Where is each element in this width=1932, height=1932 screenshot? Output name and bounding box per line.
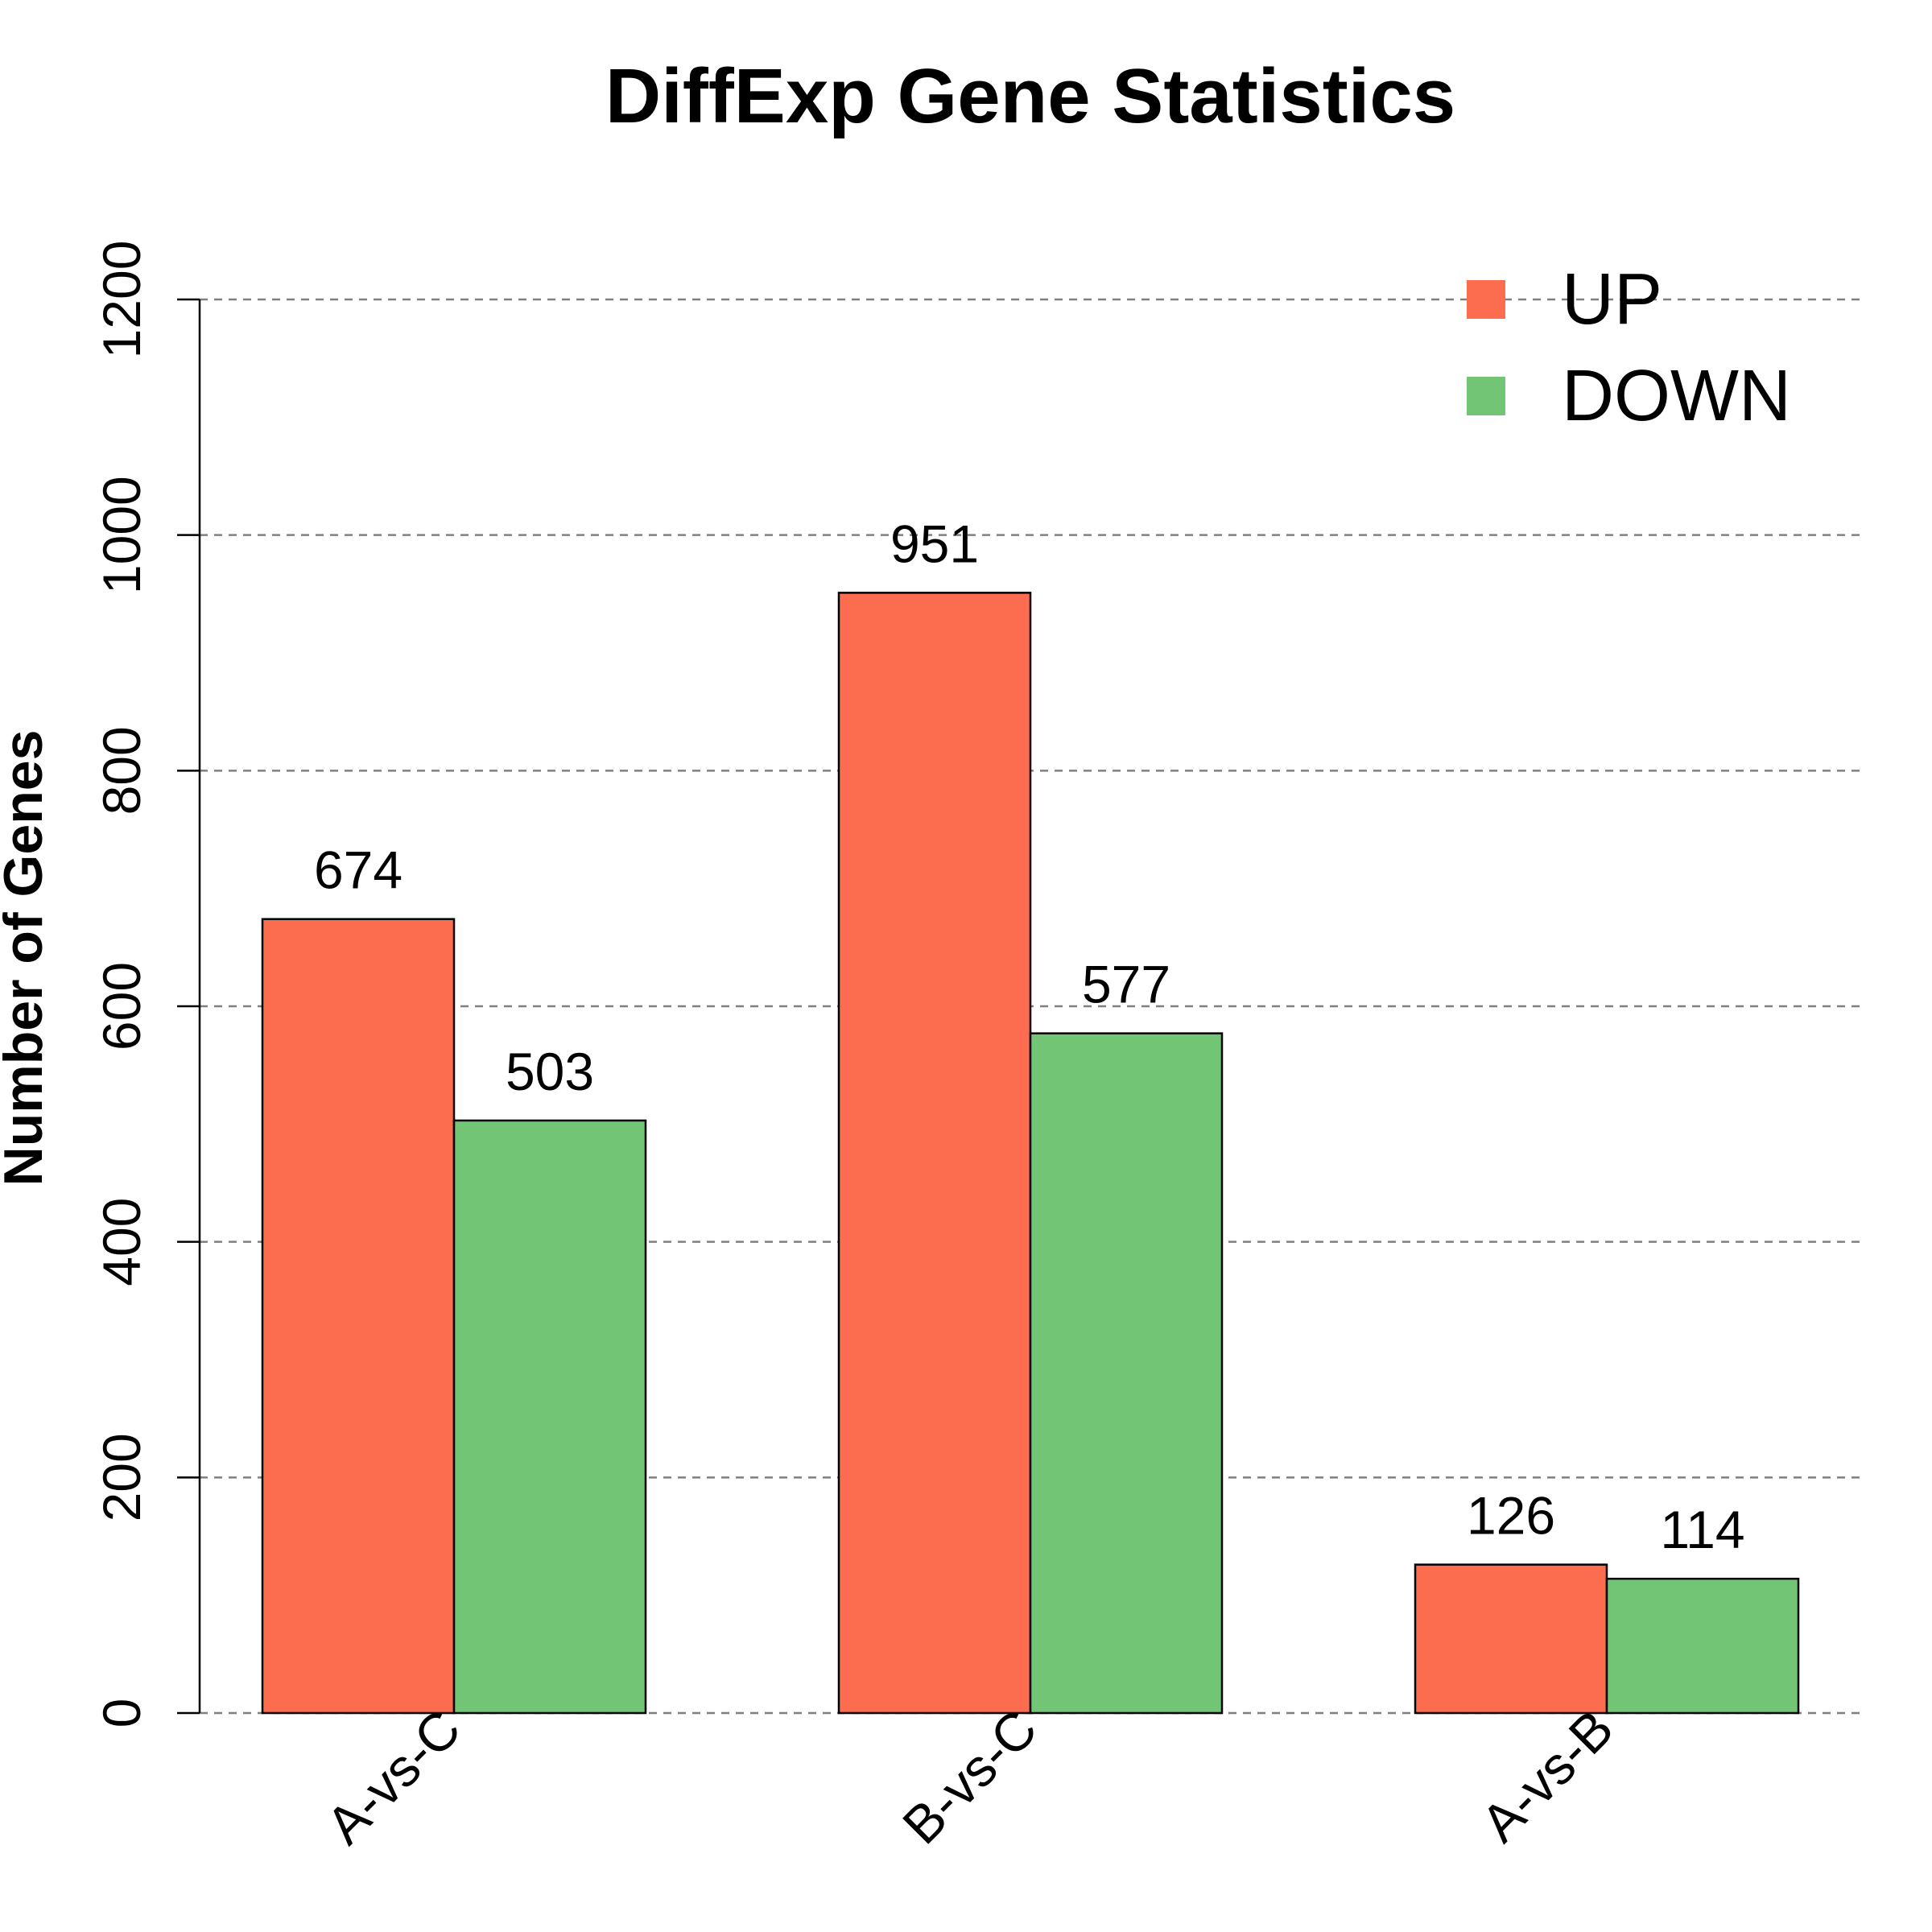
bars: 674 503 951 577 126 114 [261,514,1800,1715]
bar-value-label: 577 [1082,955,1170,1014]
y-tick-label: 1200 [92,241,151,359]
legend-label: DOWN [1562,356,1791,436]
chart-title: DiffExp Gene Statistics [605,53,1455,139]
x-tick-label: A-vs-B [1470,1699,1624,1853]
bar-value-label: 126 [1467,1486,1555,1546]
bar-value-label: 114 [1660,1500,1744,1559]
y-tick-label: 0 [92,1699,151,1728]
bar [452,1119,647,1715]
bar-value-label: 951 [890,514,979,573]
y-tick-label: 600 [92,962,151,1051]
bar [1029,1032,1224,1715]
legend-swatch [1467,280,1505,319]
y-tick-label: 400 [92,1198,151,1286]
y-axis-label: Number of Genes [0,730,54,1187]
legend: UP DOWN [1467,259,1791,436]
y-tick-label: 800 [92,726,151,815]
legend-label: UP [1562,259,1662,340]
bar [1414,1563,1608,1715]
x-tick-label: B-vs-C [891,1699,1048,1856]
bar-value-label: 674 [314,840,402,900]
y-tick-label: 200 [92,1433,151,1521]
bar [261,918,456,1715]
x-tick-label: A-vs-C [315,1699,472,1856]
bar-value-label: 503 [506,1042,594,1101]
legend-swatch [1467,377,1505,415]
bar [837,592,1032,1715]
bar [1605,1577,1800,1715]
y-tick-label: 1000 [92,476,151,594]
